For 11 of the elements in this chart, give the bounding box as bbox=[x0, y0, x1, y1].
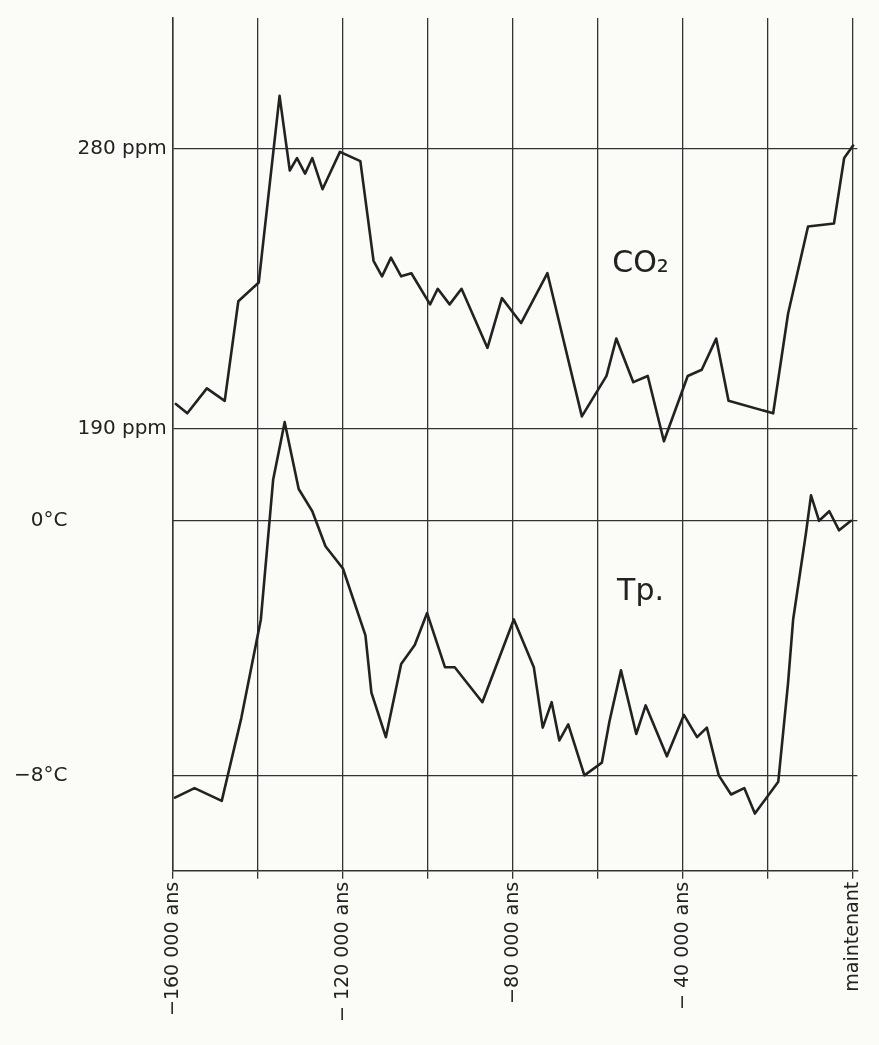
x-tick-label: −160 000 ans bbox=[159, 881, 182, 1016]
x-tick-label: − 40 000 ans bbox=[669, 881, 692, 1010]
y2-tick-label: −8°C bbox=[13, 761, 68, 786]
y-tick-label: 280 ppm bbox=[77, 134, 167, 159]
series-label: CO₂ bbox=[612, 244, 669, 280]
x-tick-label: −80 000 ans bbox=[499, 881, 522, 1004]
y-tick-label: 190 ppm bbox=[77, 415, 167, 440]
y2-tick-label: 0°C bbox=[30, 507, 68, 531]
text: Tp. bbox=[616, 572, 664, 608]
x-tick-label: − 120 000 ans bbox=[329, 881, 352, 1022]
x-tick-label: maintenant bbox=[840, 881, 863, 992]
